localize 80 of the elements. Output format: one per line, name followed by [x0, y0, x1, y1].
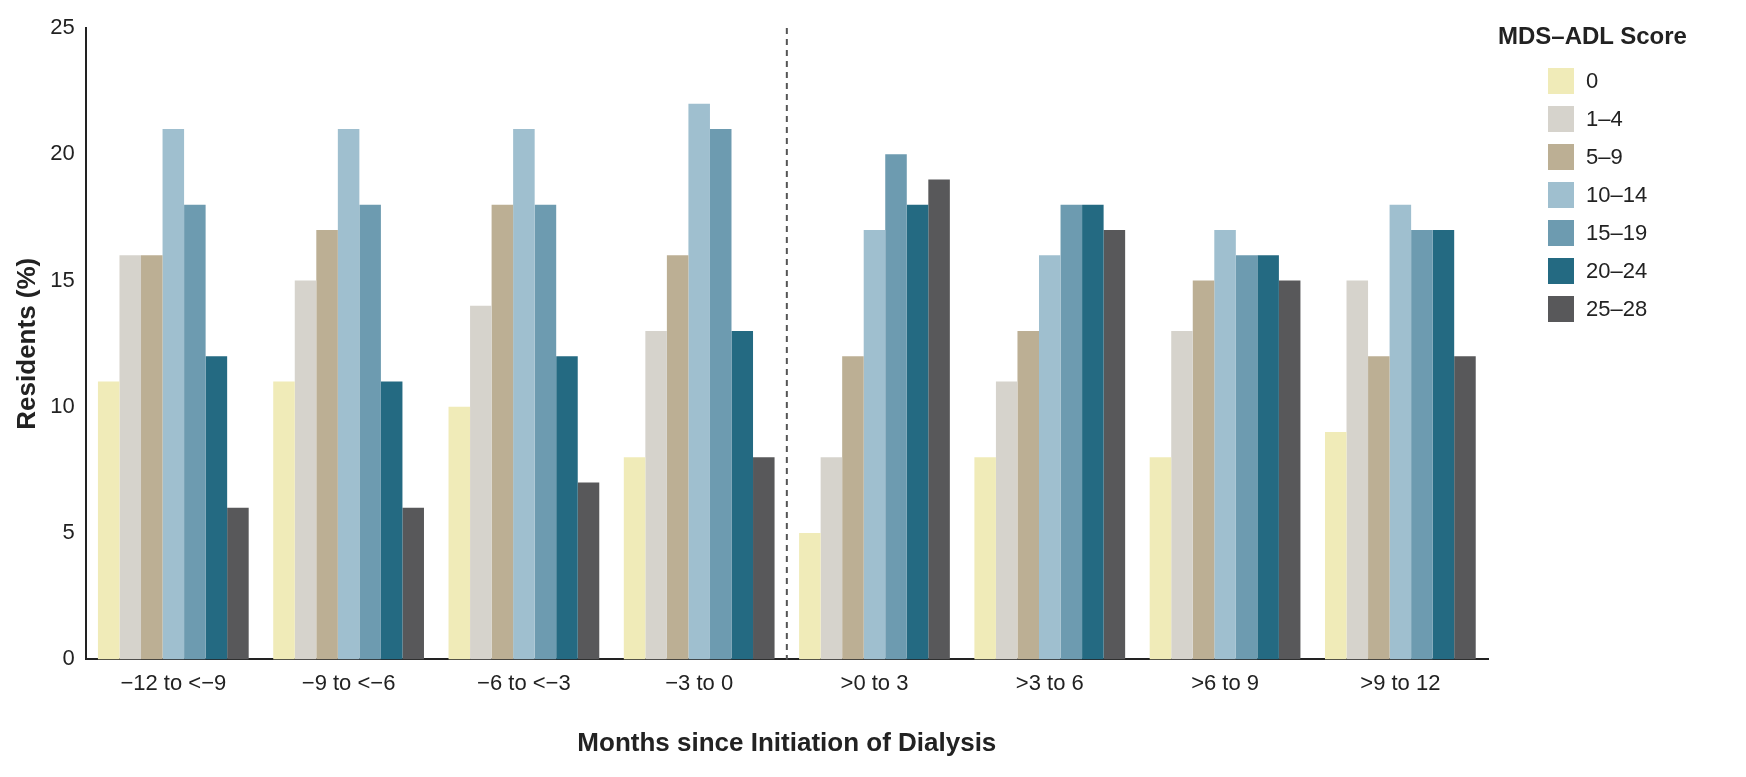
bar: [448, 406, 471, 660]
bar: [359, 204, 381, 660]
bar: [534, 204, 557, 660]
bar: [1171, 331, 1193, 660]
bar: [316, 230, 338, 660]
bar: [709, 129, 732, 660]
bar: [731, 331, 754, 660]
bar: [402, 507, 424, 660]
bar: [141, 255, 163, 660]
bar: [470, 305, 492, 660]
y-tick-label: 0: [62, 645, 75, 671]
bar: [1454, 356, 1476, 660]
bar: [577, 482, 600, 660]
bar: [119, 255, 142, 660]
bar: [1192, 280, 1215, 660]
bar: [1060, 204, 1083, 660]
legend-label: 10–14: [1586, 182, 1648, 208]
bar: [162, 129, 185, 660]
bar: [928, 179, 950, 660]
bar: [863, 230, 886, 660]
bar: [974, 457, 996, 660]
bar: [799, 533, 821, 660]
y-tick-label: 5: [62, 519, 75, 545]
bar: [623, 457, 646, 660]
bar: [1235, 255, 1258, 660]
bar: [1082, 204, 1104, 660]
bar: [97, 381, 120, 660]
bar: [1368, 356, 1390, 660]
legend-label: 15–19: [1586, 220, 1648, 246]
bar: [885, 154, 907, 660]
x-tick-label: −6 to <−3: [477, 669, 571, 695]
legend-label: 25–28: [1586, 296, 1648, 322]
bar: [688, 103, 710, 660]
bar: [906, 204, 929, 660]
x-tick-label: >9 to 12: [1360, 669, 1441, 695]
x-tick-label: −9 to <−6: [301, 669, 396, 695]
legend-label: 5–9: [1586, 144, 1623, 170]
x-axis-title: Months since Initiation of Dialysis: [577, 726, 997, 757]
bar: [380, 381, 403, 660]
bar: [995, 381, 1018, 660]
bar: [820, 457, 843, 660]
x-tick-label: −12 to <−9: [120, 669, 227, 695]
y-tick-label: 20: [50, 140, 75, 166]
bar: [1324, 432, 1347, 660]
bar: [337, 129, 360, 660]
bar: [491, 204, 514, 660]
y-tick-label: 25: [50, 14, 75, 40]
bar: [1432, 230, 1455, 660]
x-tick-label: >6 to 9: [1191, 669, 1260, 695]
y-axis-title: Residents (%): [10, 257, 41, 430]
bar: [842, 356, 864, 660]
bar: [1346, 280, 1369, 660]
x-tick-label: −3 to 0: [665, 669, 734, 695]
bar: [1103, 230, 1126, 660]
legend-label: 0: [1586, 68, 1599, 94]
bar: [753, 457, 775, 660]
bar: [556, 356, 578, 660]
bar: [1257, 255, 1279, 660]
legend-label: 20–24: [1586, 258, 1648, 284]
bar: [1039, 255, 1061, 660]
bar: [1411, 230, 1433, 660]
y-tick-label: 15: [50, 266, 75, 292]
bar: [205, 356, 228, 660]
bar: [184, 204, 206, 660]
y-tick-label: 10: [50, 392, 75, 418]
x-tick-label: >3 to 6: [1015, 669, 1084, 695]
bar: [273, 381, 295, 660]
bar: [666, 255, 689, 660]
x-tick-label: >0 to 3: [840, 669, 909, 695]
bar: [645, 331, 667, 660]
bar: [1389, 204, 1412, 660]
bar: [227, 507, 249, 660]
bar: [294, 280, 317, 660]
legend-label: 1–4: [1586, 106, 1623, 132]
legend-title: MDS–ADL Score: [1498, 22, 1688, 50]
bar: [513, 129, 535, 660]
bar: [1149, 457, 1172, 660]
bar: [1214, 230, 1236, 660]
bar: [1017, 331, 1039, 660]
bar: [1278, 280, 1301, 660]
